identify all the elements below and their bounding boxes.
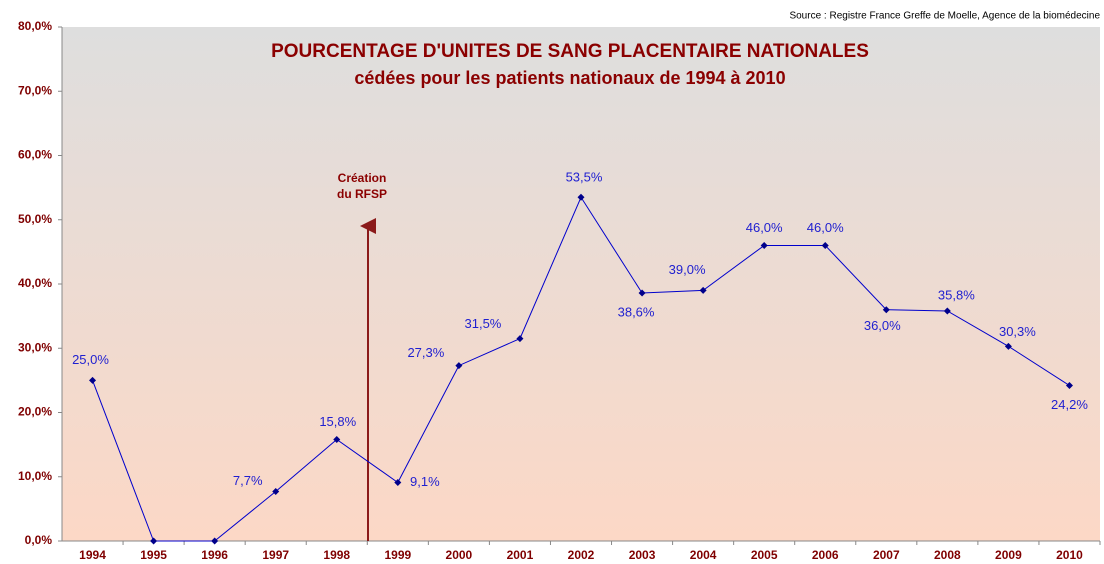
data-label: 31,5% <box>465 316 502 331</box>
point <box>943 307 951 315</box>
x-tick-label: 2008 <box>934 548 961 562</box>
x-tick-label: 2001 <box>507 548 534 562</box>
data-label: 15,8% <box>319 414 356 429</box>
y-tick-label: 0,0% <box>25 533 53 547</box>
chart-subtitle: cédées pour les patients nationaux de 19… <box>354 68 785 88</box>
y-tick-label: 60,0% <box>18 148 52 162</box>
point <box>455 362 463 370</box>
point <box>1065 382 1073 390</box>
y-tick-label: 70,0% <box>18 83 52 97</box>
y-tick-label: 30,0% <box>18 340 52 354</box>
data-label: 27,3% <box>407 345 444 360</box>
x-tick-label: 2006 <box>812 548 839 562</box>
point <box>699 286 707 294</box>
x-tick-label: 2000 <box>446 548 473 562</box>
data-label: 35,8% <box>938 287 975 302</box>
data-label: 9,1% <box>410 474 440 489</box>
point <box>333 435 341 443</box>
point <box>150 537 158 545</box>
x-tick-label: 2009 <box>995 548 1022 562</box>
x-tick-label: 1995 <box>140 548 167 562</box>
x-tick-label: 2005 <box>751 548 778 562</box>
point <box>394 479 402 487</box>
x-tick-label: 1997 <box>262 548 289 562</box>
x-tick-label: 2002 <box>568 548 595 562</box>
data-label: 53,5% <box>566 170 603 185</box>
point <box>1004 342 1012 350</box>
annotation: Création <box>338 171 387 185</box>
data-label: 46,0% <box>746 220 783 235</box>
data-label: 39,0% <box>669 262 706 277</box>
data-label: 7,7% <box>233 473 263 488</box>
y-tick-label: 40,0% <box>18 276 52 290</box>
point <box>516 335 524 343</box>
y-tick-label: 10,0% <box>18 469 52 483</box>
point <box>89 376 97 384</box>
y-tick-label: 50,0% <box>18 212 52 226</box>
data-label: 38,6% <box>618 304 655 319</box>
x-tick-label: 2007 <box>873 548 900 562</box>
chart-title: POURCENTAGE D'UNITES DE SANG PLACENTAIRE… <box>271 41 869 62</box>
point <box>638 289 646 297</box>
x-tick-label: 1996 <box>201 548 228 562</box>
y-tick-label: 20,0% <box>18 405 52 419</box>
data-label: 30,3% <box>999 324 1036 339</box>
x-tick-label: 1994 <box>79 548 106 562</box>
x-tick-label: 1999 <box>384 548 411 562</box>
point <box>821 241 829 249</box>
point <box>577 193 585 201</box>
annotation: du RFSP <box>337 187 387 201</box>
data-label: 36,0% <box>864 318 901 333</box>
x-tick-label: 2010 <box>1056 548 1083 562</box>
x-tick-label: 2004 <box>690 548 717 562</box>
y-tick-label: 80,0% <box>18 19 52 33</box>
data-label: 24,2% <box>1051 397 1088 412</box>
point <box>272 488 280 496</box>
x-tick-label: 2003 <box>629 548 656 562</box>
point <box>211 537 219 545</box>
data-label: 25,0% <box>72 352 109 367</box>
plot-area <box>62 27 1100 541</box>
x-tick-label: 1998 <box>323 548 350 562</box>
data-label: 46,0% <box>807 220 844 235</box>
point <box>882 306 890 314</box>
point <box>760 241 768 249</box>
source: Source : Registre France Greffe de Moell… <box>789 11 1100 22</box>
